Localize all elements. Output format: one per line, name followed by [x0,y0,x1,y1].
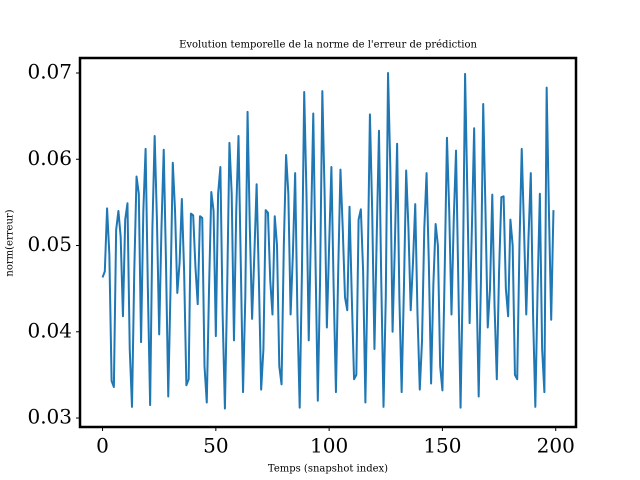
x-tick-label: 50 [203,434,228,458]
y-tick-label: 0.06 [27,146,72,170]
y-tick-label: 0.05 [27,232,72,256]
chart-title: Evolution temporelle de la norme de l'er… [179,40,477,51]
line-series [101,72,555,410]
y-tick-label: 0.07 [27,60,72,84]
x-tick-label: 0 [96,434,109,458]
x-tick-label: 150 [423,434,461,458]
plot-frame [78,56,578,429]
x-tick-label: 200 [537,434,575,458]
x-axis-label: Temps (snapshot index) [268,464,388,475]
y-tick-label: 0.03 [27,405,72,429]
y-axis-label: norm(erreur) [5,209,16,276]
y-tick-label: 0.04 [27,318,72,342]
x-tick-label: 100 [310,434,348,458]
